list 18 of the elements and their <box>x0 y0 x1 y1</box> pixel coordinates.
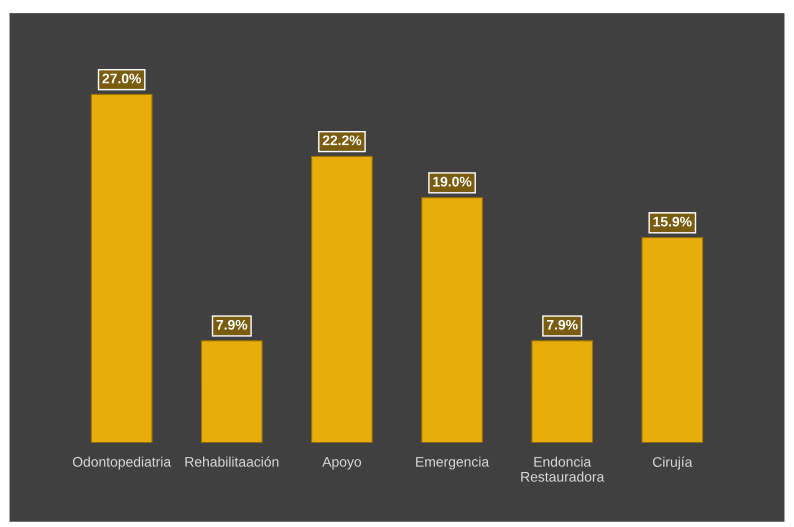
bar <box>200 340 263 443</box>
bar <box>531 340 594 443</box>
bar <box>311 156 373 443</box>
bar <box>421 197 483 443</box>
x-tick-label: Odontopediatria <box>72 456 172 470</box>
bar <box>90 94 153 443</box>
x-tick-label: Cirujía <box>652 456 692 470</box>
data-label: 7.9% <box>546 320 578 330</box>
x-tick-label: Emergencia <box>416 456 490 470</box>
x-tick-label: Endoncia Restauradora <box>521 456 604 482</box>
x-tick-label: Rehabilitaación <box>185 456 278 467</box>
data-label: 22.2% <box>322 135 362 146</box>
bar <box>641 237 704 443</box>
x-tick-label: Apoyo <box>322 457 362 470</box>
data-label: 27.0% <box>102 74 141 84</box>
data-label: 19.0% <box>433 176 472 187</box>
data-label: 7.9% <box>216 320 248 330</box>
data-label: 15.9% <box>654 216 692 227</box>
